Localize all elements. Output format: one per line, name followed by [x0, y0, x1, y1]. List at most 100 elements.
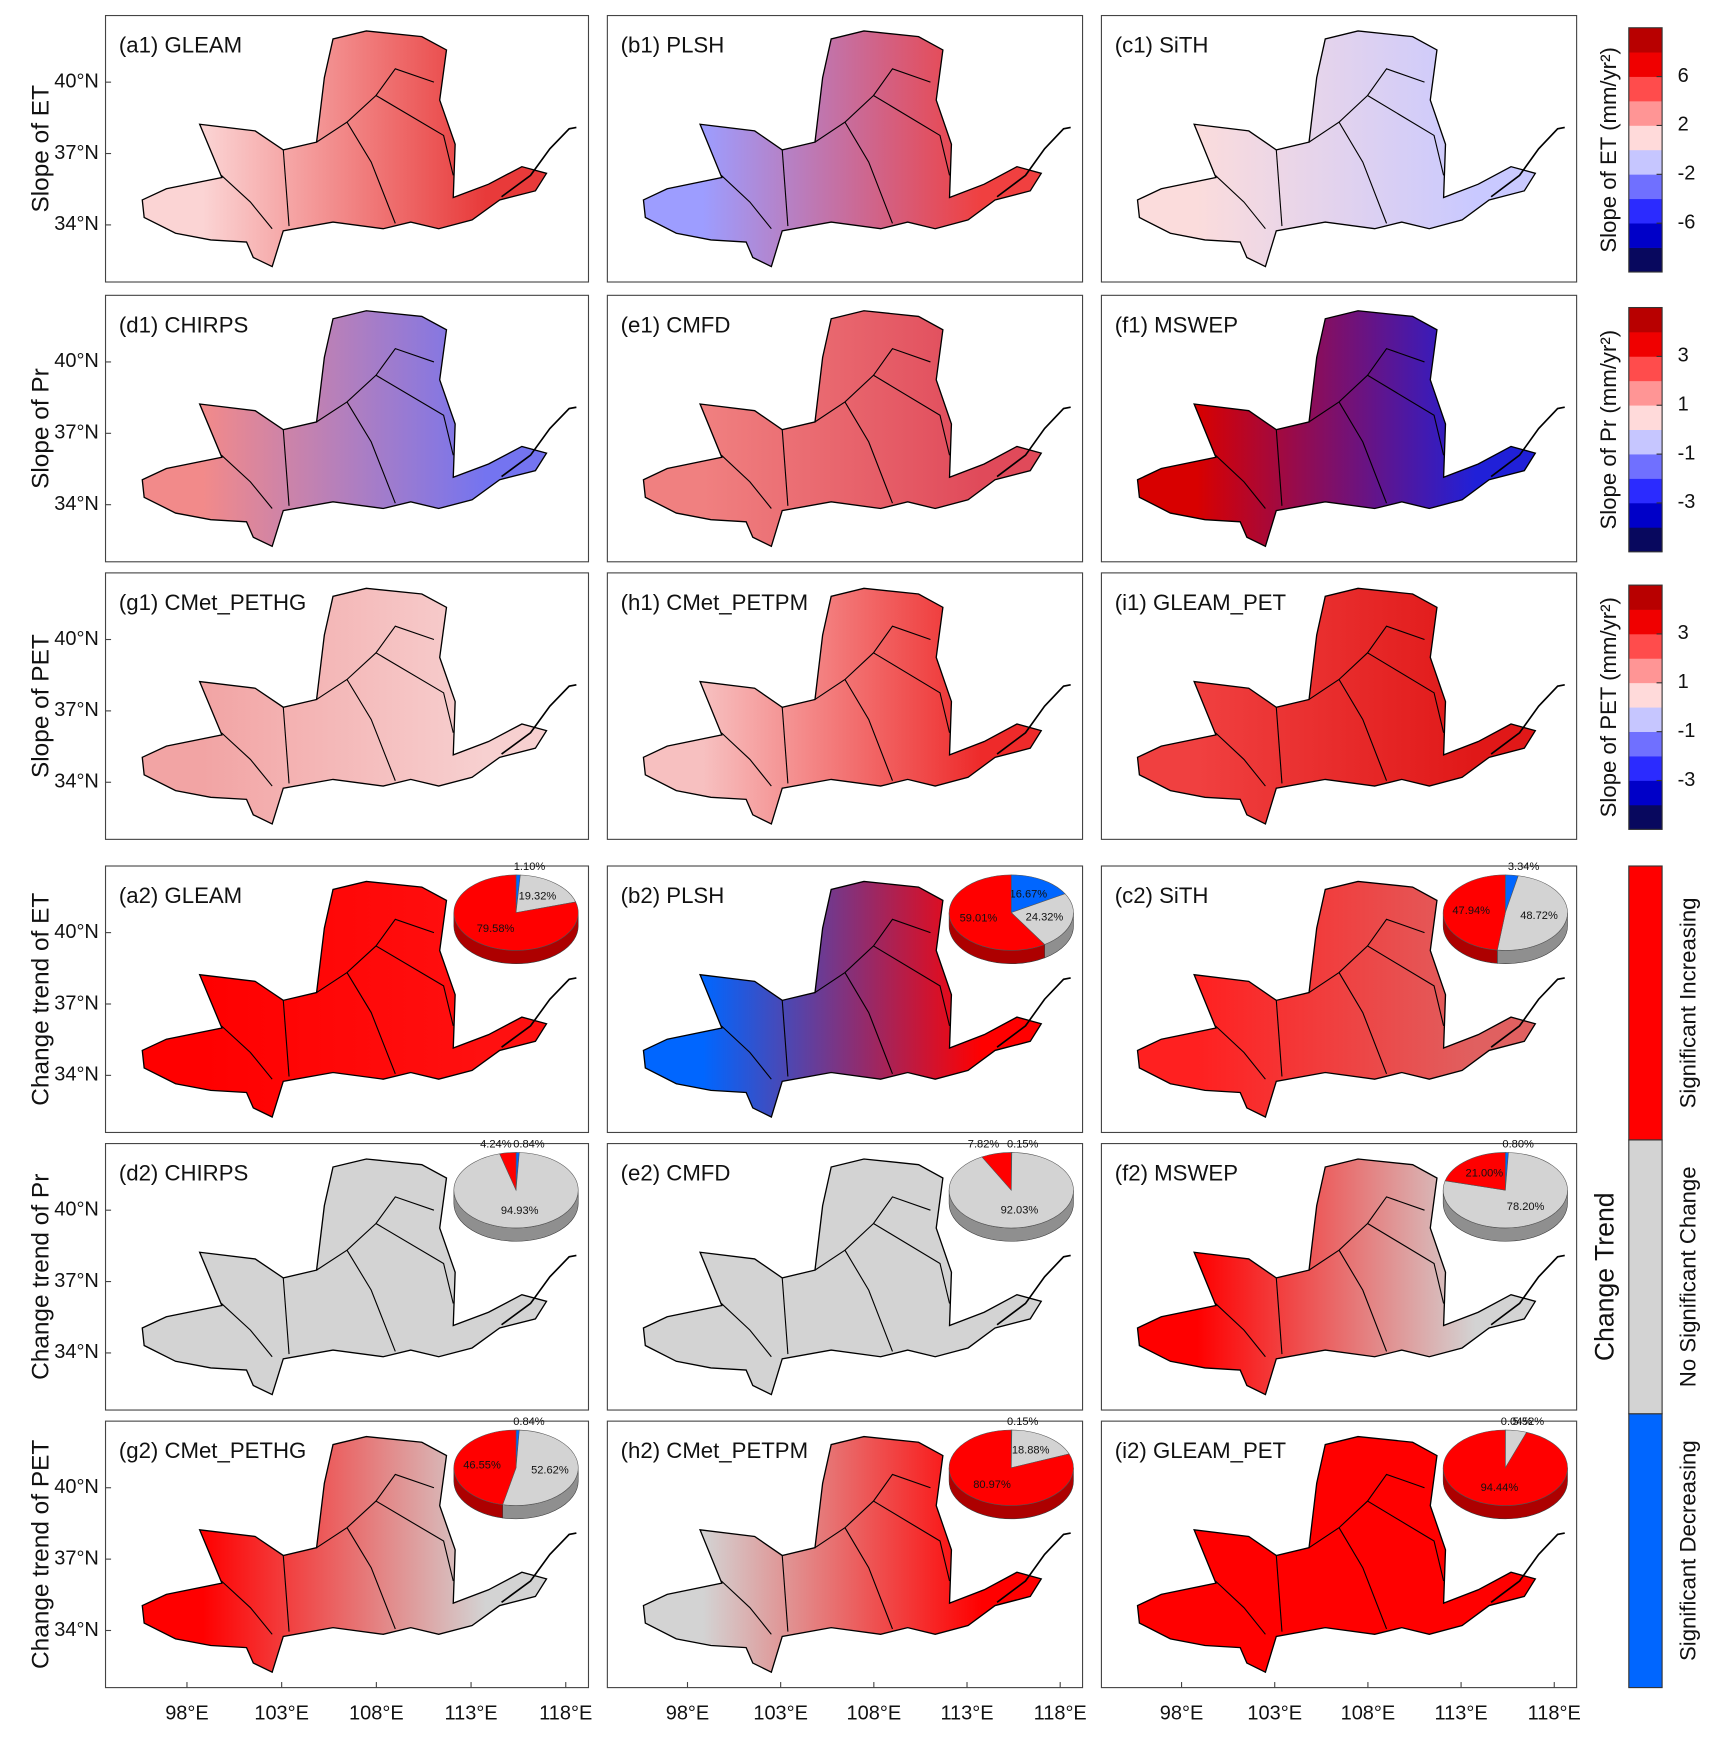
colorbar-band	[1628, 429, 1663, 455]
panel-title: (d2) CHIRPS	[119, 1161, 248, 1186]
y-tick-label: 40°N	[54, 628, 99, 650]
y-tick-label: 37°N	[54, 699, 99, 721]
colorbar-band	[1628, 585, 1663, 610]
legend-label: Significant Decreasing	[1676, 1440, 1701, 1661]
sub-basin-line	[1338, 679, 1388, 781]
basin-map	[141, 1158, 548, 1396]
basin-map	[1136, 880, 1537, 1118]
basin-map	[141, 1435, 548, 1674]
sub-basin-line	[1275, 1555, 1283, 1632]
sub-basin-line	[844, 1249, 893, 1352]
colorbar-band	[1628, 307, 1663, 333]
sub-basin-line	[221, 1580, 273, 1635]
sub-basin-line	[1275, 1277, 1283, 1355]
legend-swatch	[1628, 1413, 1663, 1689]
sub-basin-line	[282, 707, 290, 784]
river-tail	[501, 1532, 577, 1603]
colorbar-band	[1628, 804, 1663, 830]
y-tick-label: 40°N	[54, 921, 99, 943]
sub-basin-line	[1367, 374, 1445, 456]
river-tail	[1490, 683, 1565, 755]
pie-label: 52.62%	[531, 1464, 569, 1476]
x-tick-label: 98°E	[165, 1703, 209, 1725]
y-tick-label: 37°N	[54, 142, 99, 164]
pie-label: 78.20%	[1507, 1201, 1545, 1213]
colorbar-band	[1628, 76, 1663, 102]
basin-map	[642, 587, 1043, 825]
sub-basin-line	[282, 149, 290, 227]
sub-basin-line	[346, 121, 396, 224]
x-tick-label: 98°E	[666, 1703, 710, 1725]
y-tick-label: 40°N	[54, 1198, 99, 1220]
sub-basin-line	[781, 429, 789, 506]
colorbar-band	[1628, 331, 1663, 357]
sub-basin-line	[844, 972, 893, 1075]
row-label: Slope of PET	[28, 634, 55, 778]
colorbar-label: Slope of Pr (mm/yr²)	[1596, 330, 1621, 530]
sub-basin-line	[375, 652, 454, 733]
river-tail	[1490, 977, 1565, 1048]
colorbar-band	[1628, 101, 1663, 126]
colorbar-frame	[1628, 306, 1663, 553]
colorbar-band	[1628, 454, 1663, 479]
sub-basin-line	[873, 95, 951, 176]
pie-label: 0.15%	[1007, 1416, 1039, 1428]
basin-map	[1136, 587, 1537, 825]
pie-slice	[1496, 875, 1568, 951]
sub-basin-line	[1338, 972, 1388, 1075]
colorbar-band	[1628, 380, 1663, 406]
sub-basin-line	[781, 1277, 789, 1355]
sub-basin-line	[873, 652, 951, 733]
pie-label: 3.34%	[1508, 861, 1540, 873]
sub-basin-line	[1367, 1500, 1445, 1582]
pie-slice	[948, 1429, 1074, 1506]
sub-basin-line	[844, 1527, 893, 1630]
colorbar-band	[1628, 682, 1663, 708]
pie-label: 48.72%	[1520, 910, 1558, 922]
pie-slice	[515, 874, 577, 913]
pie-label: 79.58%	[477, 923, 515, 935]
sub-basin-line	[844, 121, 893, 224]
sub-basin-line	[375, 95, 454, 176]
x-tick-label: 118°E	[1528, 1703, 1581, 1725]
pie-label: 46.55%	[463, 1459, 501, 1471]
sub-basin-line	[1215, 1580, 1266, 1635]
colorbar-frame	[1628, 584, 1663, 830]
sub-basin-line	[375, 1223, 454, 1304]
colorbar-band	[1628, 502, 1663, 528]
colorbar-tick-label: -3	[1678, 769, 1696, 791]
sub-basin-line	[1215, 175, 1266, 230]
pie-slice	[499, 1152, 517, 1191]
river-tail	[1490, 126, 1565, 198]
basin-map	[642, 310, 1043, 548]
sub-basin-line	[873, 1223, 951, 1304]
sub-basin-line	[1367, 95, 1445, 176]
colorbar-tick-label: 1	[1678, 394, 1689, 416]
x-tick-label: 113°E	[940, 1703, 993, 1725]
sub-basin-line	[721, 732, 772, 787]
panel-title: (b2) PLSH	[621, 883, 725, 908]
x-tick-label: 98°E	[1160, 1703, 1204, 1725]
panel-title: (a1) GLEAM	[119, 32, 242, 57]
y-tick-label: 37°N	[54, 992, 99, 1014]
x-tick-label: 113°E	[444, 1703, 497, 1725]
colorbar-band	[1628, 198, 1663, 224]
colorbar-band	[1628, 707, 1663, 732]
y-tick-label: 34°N	[54, 493, 99, 515]
sub-basin-line	[1275, 149, 1283, 227]
x-tick-label: 118°E	[539, 1703, 592, 1725]
x-tick-label: 108°E	[349, 1703, 404, 1725]
sub-basin-line	[721, 1580, 772, 1635]
panel-title: (b1) PLSH	[621, 32, 725, 57]
colorbar-band	[1628, 52, 1663, 77]
sub-basin-line	[375, 374, 454, 456]
sub-basin-line	[721, 1025, 772, 1080]
pie-slice	[453, 1429, 517, 1505]
colorbar-tick-label: -6	[1678, 211, 1696, 233]
pie-label: 0.80%	[1502, 1139, 1534, 1151]
pie-label: 24.32%	[1026, 912, 1064, 924]
y-tick-label: 40°N	[54, 1476, 99, 1498]
basin-map	[1136, 1435, 1537, 1674]
colorbar-band	[1628, 405, 1663, 431]
legend-label: Significant Increasing	[1676, 897, 1701, 1108]
